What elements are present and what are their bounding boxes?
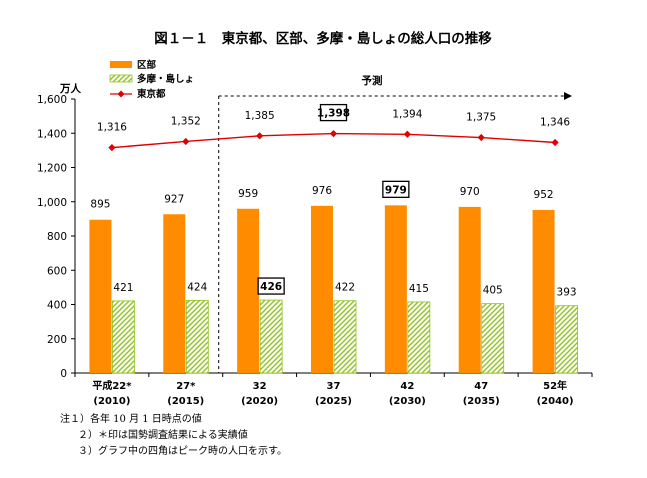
x-tick-label: 27*	[176, 381, 196, 392]
x-tick-label: 42	[400, 381, 414, 392]
data-label-ku: 927	[164, 193, 184, 205]
x-tick-label-year: (2010)	[93, 396, 130, 407]
legend-label: 東京都	[136, 88, 166, 100]
data-label-tama: 415	[409, 283, 429, 295]
marker-tokyo	[477, 133, 485, 142]
data-label-tama: 422	[335, 282, 355, 294]
bar-ku	[163, 214, 186, 373]
data-label-tokyo: 1,398	[317, 108, 350, 120]
bar-ku	[237, 208, 260, 373]
footnote-3: ３）グラフ中の四角はピーク時の人口を示す。	[78, 446, 287, 457]
data-label-ku: 952	[534, 189, 554, 201]
plot-area: 予測 895 421 927 424 959 426 976 422 979 415 970 405 95…	[89, 74, 578, 374]
x-tick-label-year: (2015)	[167, 396, 204, 407]
legend-swatch-ku	[110, 61, 132, 68]
data-label-ku: 970	[460, 186, 480, 198]
x-tick-label: 37	[327, 381, 341, 392]
legend-swatch-tama	[109, 74, 133, 83]
footnotes: 注１）各年 10 月 1 日時点の値 ２）＊印は国勢調査結果による実績値 ３）グ…	[60, 412, 287, 460]
data-label-ku: 979	[385, 184, 407, 196]
y-axis-label: 万人	[59, 82, 81, 95]
marker-tokyo	[256, 132, 264, 140]
legend-label: 多摩・島しょ	[137, 73, 194, 85]
x-tick-label: 47	[474, 381, 488, 392]
y-tick-label: 400	[47, 300, 67, 312]
bar-ku	[384, 205, 407, 373]
footnote-1: 注１）各年 10 月 1 日時点の値	[60, 414, 202, 425]
marker-tokyo	[551, 138, 559, 147]
x-tick-label-year: (2035)	[463, 396, 500, 407]
bar-tama	[333, 300, 357, 374]
data-label-tokyo: 1,346	[540, 116, 570, 128]
y-tick-label: 1,200	[37, 163, 67, 175]
data-label-tokyo: 1,375	[466, 112, 496, 124]
x-tick-label: 52年	[543, 379, 567, 392]
data-label-tokyo: 1,385	[245, 110, 275, 122]
y-tick-label: 0	[60, 368, 67, 380]
y-tick-label: 1,400	[37, 128, 67, 140]
data-label-tokyo-peak-box	[319, 103, 348, 122]
data-label-ku-peak-box	[382, 180, 410, 198]
bar-tama	[259, 299, 283, 374]
x-tick-label-year: (2030)	[389, 396, 426, 407]
legend-label: 区部	[137, 59, 157, 71]
x-tick-label-year: (2025)	[315, 396, 352, 407]
data-label-tama: 424	[187, 281, 207, 293]
forecast-label: 予測	[362, 74, 383, 87]
data-label-ku: 976	[312, 185, 332, 197]
x-tick-label: 平成22*	[92, 379, 132, 392]
data-label-tokyo: 1,394	[392, 108, 422, 120]
marker-tokyo	[182, 137, 190, 146]
data-label-tama-peak-box	[257, 277, 285, 295]
chart-title: 図１－１ 東京都、区部、多摩・島しょの総人口の推移	[154, 30, 492, 47]
bar-tama	[185, 299, 209, 374]
footnote-2: ２）＊印は国勢調査結果による実績値	[78, 430, 248, 441]
x-tick-label: 32	[253, 381, 267, 392]
x-tick-label-year: (2020)	[241, 396, 278, 407]
y-tick-label: 1,000	[37, 197, 67, 209]
data-label-ku: 959	[238, 188, 258, 200]
y-tick-label: 200	[47, 334, 67, 346]
data-label-tama: 421	[113, 282, 133, 294]
data-label-tama: 405	[483, 285, 503, 297]
bar-tama	[481, 303, 505, 374]
x-tick-label-year: (2040)	[537, 396, 574, 407]
forecast-arrow-head	[564, 92, 572, 100]
bar-ku	[89, 219, 112, 373]
y-tick-label: 800	[47, 231, 67, 243]
data-label-tama: 426	[260, 281, 282, 293]
data-label-ku: 895	[90, 199, 110, 211]
bar-tama	[407, 301, 431, 374]
marker-tokyo	[403, 130, 411, 138]
y-tick-label: 1,600	[37, 94, 67, 106]
data-label-tokyo: 1,352	[171, 115, 201, 127]
bar-tama	[112, 300, 135, 374]
bar-ku	[458, 206, 481, 373]
axes: 0 200 400 600 800 1,000 1,200 1,400 1,600万人平成22*…	[37, 82, 593, 407]
bar-tama	[555, 305, 578, 374]
legend-swatch-tokyo-marker	[117, 90, 125, 98]
bar-ku	[532, 209, 555, 373]
y-tick-label: 600	[47, 265, 67, 277]
marker-tokyo	[329, 129, 338, 138]
bar-ku	[311, 205, 333, 373]
data-label-tama: 393	[557, 287, 577, 299]
marker-tokyo	[108, 144, 116, 152]
data-label-tokyo: 1,316	[97, 122, 127, 134]
